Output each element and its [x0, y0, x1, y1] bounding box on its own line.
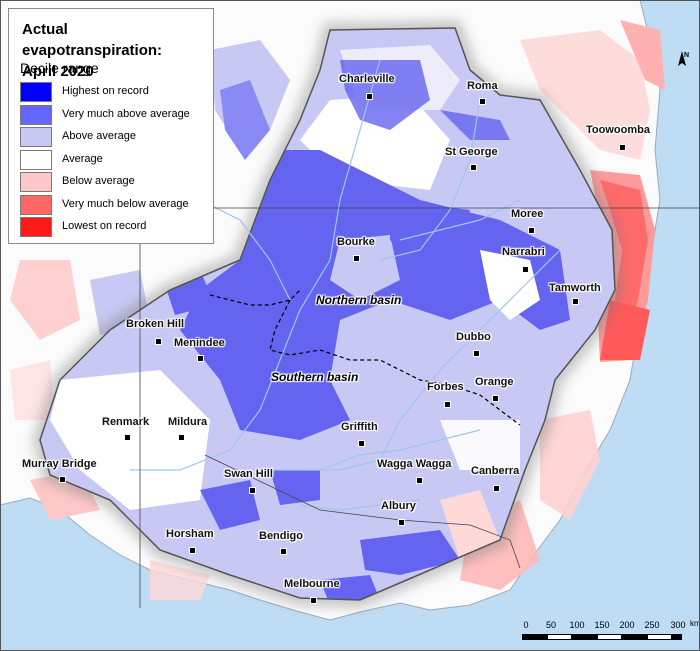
- scale-segment: [647, 634, 672, 640]
- town-label-charleville: Charleville: [339, 73, 395, 85]
- town-label-melbourne: Melbourne: [284, 578, 340, 590]
- scale-tick: 50: [545, 620, 557, 630]
- town-marker-menindee: [197, 355, 204, 362]
- town-marker-albury: [398, 519, 405, 526]
- town-marker-wagga-wagga: [416, 477, 423, 484]
- town-label-dubbo: Dubbo: [456, 331, 491, 343]
- town-label-tamworth: Tamworth: [549, 282, 601, 294]
- town-label-narrabri: Narrabri: [502, 246, 545, 258]
- town-marker-bourke: [353, 255, 360, 262]
- town-marker-broken-hill: [155, 338, 162, 345]
- legend-swatch: [20, 149, 52, 170]
- town-label-canberra: Canberra: [471, 465, 520, 477]
- legend-label: Very much above average: [62, 107, 190, 120]
- town-label-st-george: St George: [445, 146, 498, 158]
- town-marker-griffith: [358, 440, 365, 447]
- town-label-renmark: Renmark: [102, 416, 150, 428]
- legend-label: Very much below average: [62, 197, 189, 210]
- southern-basin-label: Southern basin: [271, 370, 359, 384]
- town-marker-bendigo: [280, 548, 287, 555]
- town-marker-orange: [492, 395, 499, 402]
- town-marker-st-george: [470, 164, 477, 171]
- scale-tick: 200: [619, 620, 635, 630]
- town-label-murray-bridge: Murray Bridge: [22, 458, 97, 470]
- town-label-swan-hill: Swan Hill: [224, 468, 273, 480]
- town-marker-melbourne: [310, 597, 317, 604]
- town-label-menindee: Menindee: [174, 337, 225, 349]
- legend-swatch: [20, 194, 52, 215]
- town-marker-swan-hill: [249, 487, 256, 494]
- scale-tick: 100: [569, 620, 585, 630]
- north-label: N: [684, 52, 690, 59]
- scale-tick: 250: [644, 620, 660, 630]
- town-marker-murray-bridge: [59, 476, 66, 483]
- town-marker-renmark: [124, 434, 131, 441]
- town-marker-horsham: [189, 547, 196, 554]
- scale-segment: [547, 634, 572, 640]
- town-label-mildura: Mildura: [168, 416, 208, 428]
- town-label-toowoomba: Toowoomba: [586, 124, 650, 136]
- legend-swatch: [20, 217, 52, 237]
- scale-segment: [622, 634, 647, 640]
- town-marker-dubbo: [473, 350, 480, 357]
- town-marker-forbes: [444, 401, 451, 408]
- scale-tick: 0: [523, 620, 529, 630]
- legend-label: Below average: [62, 175, 135, 187]
- town-label-bourke: Bourke: [337, 236, 375, 248]
- town-marker-moree: [528, 227, 535, 234]
- town-label-roma: Roma: [467, 80, 498, 92]
- state-borders: [139, 207, 700, 608]
- legend-title: Actual evapotranspiration: April 2020: [22, 19, 212, 82]
- town-label-orange: Orange: [475, 376, 514, 388]
- legend-label: Above average: [62, 130, 136, 142]
- scale-segment: [672, 634, 682, 640]
- scale-segment: [597, 634, 622, 640]
- legend-title-line2: April 2020: [22, 63, 94, 80]
- town-label-broken-hill: Broken Hill: [126, 318, 185, 330]
- northern-basin-label: Northern basin: [316, 293, 402, 307]
- town-marker-tamworth: [572, 298, 579, 305]
- town-label-horsham: Horsham: [166, 528, 214, 540]
- town-label-albury: Albury: [381, 500, 416, 512]
- scale-segment: [572, 634, 597, 640]
- north-arrow-icon: N: [672, 50, 692, 72]
- legend-label: Highest on record: [62, 85, 149, 97]
- town-marker-mildura: [178, 434, 185, 441]
- town-marker-toowoomba: [619, 144, 626, 151]
- town-label-wagga-wagga: Wagga Wagga: [377, 458, 452, 470]
- legend: Actual evapotranspiration: April 2020 De…: [8, 8, 214, 244]
- legend-subtitle: Decile range: [20, 60, 99, 76]
- legend-swatch: [20, 104, 52, 125]
- legend-title-line1: Actual evapotranspiration:: [22, 21, 163, 59]
- legend-swatch: [20, 82, 52, 102]
- town-label-griffith: Griffith: [341, 421, 378, 433]
- town-label-bendigo: Bendigo: [259, 530, 303, 542]
- town-marker-charleville: [366, 93, 373, 100]
- north-arrow-glyph: [678, 51, 686, 66]
- basin-divide: [209, 289, 521, 426]
- scale-tick: 150: [594, 620, 610, 630]
- scale-unit: km: [690, 619, 700, 628]
- town-marker-narrabri: [522, 266, 529, 273]
- town-label-moree: Moree: [511, 208, 544, 220]
- town-marker-canberra: [493, 485, 500, 492]
- rivers: [130, 59, 561, 511]
- legend-label: Average: [62, 152, 103, 165]
- scale-segment: [522, 634, 547, 640]
- town-marker-roma: [479, 98, 486, 105]
- scale-tick: 300: [670, 620, 686, 630]
- legend-swatch: [20, 172, 52, 192]
- basin-outline: [39, 27, 616, 601]
- legend-label: Lowest on record: [62, 220, 147, 232]
- legend-swatch: [20, 127, 52, 147]
- town-label-forbes: Forbes: [427, 381, 464, 393]
